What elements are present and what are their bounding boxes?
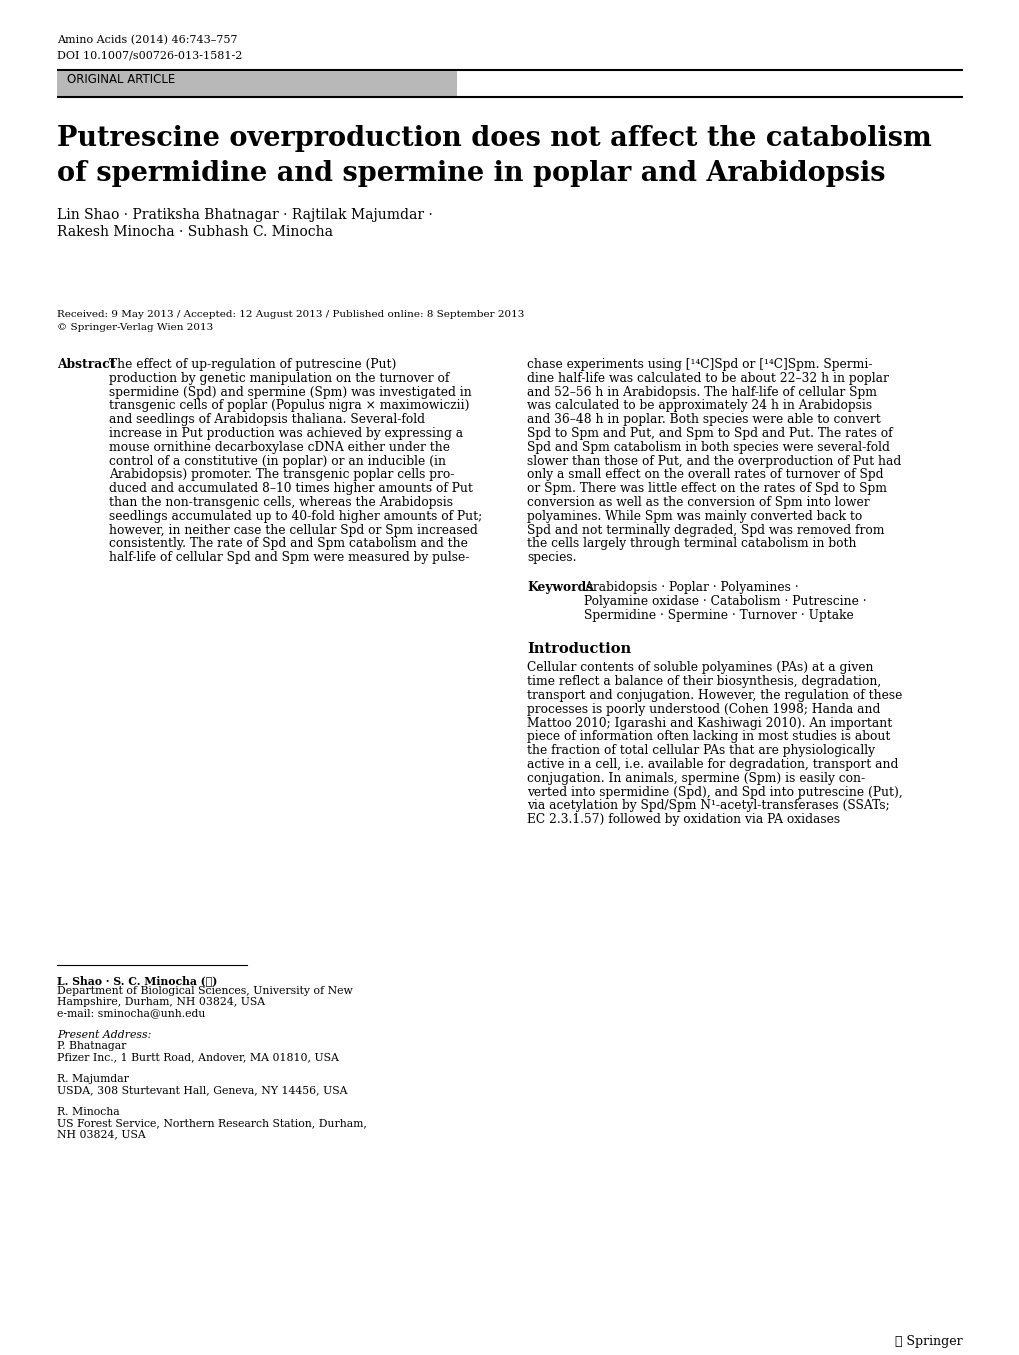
Text: species.: species.: [527, 551, 576, 564]
Text: active in a cell, i.e. available for degradation, transport and: active in a cell, i.e. available for deg…: [527, 757, 898, 771]
Text: polyamines. While Spm was mainly converted back to: polyamines. While Spm was mainly convert…: [527, 509, 861, 523]
Text: Amino Acids (2014) 46:743–757: Amino Acids (2014) 46:743–757: [57, 35, 237, 45]
Text: Lin Shao · Pratiksha Bhatnagar · Rajtilak Majumdar ·: Lin Shao · Pratiksha Bhatnagar · Rajtila…: [57, 209, 432, 222]
Text: verted into spermidine (Spd), and Spd into putrescine (Put),: verted into spermidine (Spd), and Spd in…: [527, 786, 902, 798]
Text: transport and conjugation. However, the regulation of these: transport and conjugation. However, the …: [527, 688, 902, 702]
Text: ⑥ Springer: ⑥ Springer: [895, 1335, 962, 1348]
Text: DOI 10.1007/s00726-013-1581-2: DOI 10.1007/s00726-013-1581-2: [57, 50, 243, 60]
Text: Pfizer Inc., 1 Burtt Road, Andover, MA 01810, USA: Pfizer Inc., 1 Burtt Road, Andover, MA 0…: [57, 1051, 338, 1062]
Text: of spermidine and spermine in poplar and Arabidopsis: of spermidine and spermine in poplar and…: [57, 160, 884, 187]
Text: Cellular contents of soluble polyamines (PAs) at a given: Cellular contents of soluble polyamines …: [527, 661, 872, 675]
Text: the fraction of total cellular PAs that are physiologically: the fraction of total cellular PAs that …: [527, 744, 874, 757]
Text: ORIGINAL ARTICLE: ORIGINAL ARTICLE: [67, 73, 175, 85]
Text: control of a constitutive (in poplar) or an inducible (in: control of a constitutive (in poplar) or…: [109, 454, 445, 467]
Text: piece of information often lacking in most studies is about: piece of information often lacking in mo…: [527, 730, 890, 744]
Text: Introduction: Introduction: [527, 642, 631, 656]
Text: Arabidopsis · Poplar · Polyamines ·: Arabidopsis · Poplar · Polyamines ·: [584, 581, 798, 593]
Text: mouse ornithine decarboxylase cDNA either under the: mouse ornithine decarboxylase cDNA eithe…: [109, 440, 449, 454]
Text: Spermidine · Spermine · Turnover · Uptake: Spermidine · Spermine · Turnover · Uptak…: [584, 608, 853, 622]
Text: increase in Put production was achieved by expressing a: increase in Put production was achieved …: [109, 427, 463, 440]
Text: transgenic cells of poplar (Populus nigra × maximowiczii): transgenic cells of poplar (Populus nigr…: [109, 400, 469, 412]
Text: and seedlings of Arabidopsis thaliana. Several-fold: and seedlings of Arabidopsis thaliana. S…: [109, 413, 425, 427]
Text: P. Bhatnagar: P. Bhatnagar: [57, 1041, 126, 1051]
Text: R. Minocha: R. Minocha: [57, 1107, 119, 1117]
Text: spermidine (Spd) and spermine (Spm) was investigated in: spermidine (Spd) and spermine (Spm) was …: [109, 386, 472, 398]
Text: R. Majumdar: R. Majumdar: [57, 1075, 128, 1084]
Text: slower than those of Put, and the overproduction of Put had: slower than those of Put, and the overpr…: [527, 454, 901, 467]
Text: Present Address:: Present Address:: [57, 1030, 151, 1041]
Text: US Forest Service, Northern Research Station, Durham,: US Forest Service, Northern Research Sta…: [57, 1118, 367, 1127]
Text: seedlings accumulated up to 40-fold higher amounts of Put;: seedlings accumulated up to 40-fold high…: [109, 509, 482, 523]
Text: only a small effect on the overall rates of turnover of Spd: only a small effect on the overall rates…: [527, 469, 882, 481]
Text: Abstract: Abstract: [57, 358, 115, 371]
Text: EC 2.3.1.57) followed by oxidation via PA oxidases: EC 2.3.1.57) followed by oxidation via P…: [527, 813, 840, 827]
Text: L. Shao · S. C. Minocha (✉): L. Shao · S. C. Minocha (✉): [57, 976, 217, 986]
Text: conversion as well as the conversion of Spm into lower: conversion as well as the conversion of …: [527, 496, 869, 509]
Text: was calculated to be approximately 24 h in Arabidopsis: was calculated to be approximately 24 h …: [527, 400, 871, 412]
Text: processes is poorly understood (Cohen 1998; Handa and: processes is poorly understood (Cohen 19…: [527, 703, 879, 715]
Text: Department of Biological Sciences, University of New: Department of Biological Sciences, Unive…: [57, 986, 353, 996]
Text: Rakesh Minocha · Subhash C. Minocha: Rakesh Minocha · Subhash C. Minocha: [57, 225, 332, 238]
Text: chase experiments using [¹⁴C]Spd or [¹⁴C]Spm. Spermi-: chase experiments using [¹⁴C]Spd or [¹⁴C…: [527, 358, 871, 371]
Text: production by genetic manipulation on the turnover of: production by genetic manipulation on th…: [109, 371, 449, 385]
Text: Keywords: Keywords: [527, 581, 592, 593]
Text: NH 03824, USA: NH 03824, USA: [57, 1129, 146, 1140]
Text: and 52–56 h in Arabidopsis. The half-life of cellular Spm: and 52–56 h in Arabidopsis. The half-lif…: [527, 386, 876, 398]
Text: consistently. The rate of Spd and Spm catabolism and the: consistently. The rate of Spd and Spm ca…: [109, 538, 468, 550]
Text: © Springer-Verlag Wien 2013: © Springer-Verlag Wien 2013: [57, 322, 213, 332]
Text: and 36–48 h in poplar. Both species were able to convert: and 36–48 h in poplar. Both species were…: [527, 413, 879, 427]
Text: or Spm. There was little effect on the rates of Spd to Spm: or Spm. There was little effect on the r…: [527, 482, 887, 495]
Text: Polyamine oxidase · Catabolism · Putrescine ·: Polyamine oxidase · Catabolism · Putresc…: [584, 595, 866, 608]
Text: e-mail: sminocha@unh.edu: e-mail: sminocha@unh.edu: [57, 1008, 205, 1018]
Text: Putrescine overproduction does not affect the catabolism: Putrescine overproduction does not affec…: [57, 125, 930, 152]
Text: half-life of cellular Spd and Spm were measured by pulse-: half-life of cellular Spd and Spm were m…: [109, 551, 469, 564]
Text: Mattoo 2010; Igarashi and Kashiwagi 2010). An important: Mattoo 2010; Igarashi and Kashiwagi 2010…: [527, 717, 892, 729]
Text: dine half-life was calculated to be about 22–32 h in poplar: dine half-life was calculated to be abou…: [527, 371, 888, 385]
Text: USDA, 308 Sturtevant Hall, Geneva, NY 14456, USA: USDA, 308 Sturtevant Hall, Geneva, NY 14…: [57, 1085, 347, 1095]
Text: Hampshire, Durham, NH 03824, USA: Hampshire, Durham, NH 03824, USA: [57, 997, 265, 1007]
Text: The effect of up-regulation of putrescine (Put): The effect of up-regulation of putrescin…: [109, 358, 396, 371]
Bar: [57, 70, 457, 98]
Text: Received: 9 May 2013 / Accepted: 12 August 2013 / Published online: 8 September : Received: 9 May 2013 / Accepted: 12 Augu…: [57, 310, 524, 318]
Text: Spd and Spm catabolism in both species were several-fold: Spd and Spm catabolism in both species w…: [527, 440, 889, 454]
Text: however, in neither case the cellular Spd or Spm increased: however, in neither case the cellular Sp…: [109, 523, 477, 537]
Text: via acetylation by Spd/Spm N¹-acetyl-transferases (SSATs;: via acetylation by Spd/Spm N¹-acetyl-tra…: [527, 799, 889, 813]
Text: Arabidopsis) promoter. The transgenic poplar cells pro-: Arabidopsis) promoter. The transgenic po…: [109, 469, 453, 481]
Text: time reflect a balance of their biosynthesis, degradation,: time reflect a balance of their biosynth…: [527, 675, 880, 688]
Text: duced and accumulated 8–10 times higher amounts of Put: duced and accumulated 8–10 times higher …: [109, 482, 473, 495]
Text: than the non-transgenic cells, whereas the Arabidopsis: than the non-transgenic cells, whereas t…: [109, 496, 452, 509]
Text: Spd and not terminally degraded, Spd was removed from: Spd and not terminally degraded, Spd was…: [527, 523, 883, 537]
Text: the cells largely through terminal catabolism in both: the cells largely through terminal catab…: [527, 538, 856, 550]
Text: conjugation. In animals, spermine (Spm) is easily con-: conjugation. In animals, spermine (Spm) …: [527, 772, 864, 785]
Text: Spd to Spm and Put, and Spm to Spd and Put. The rates of: Spd to Spm and Put, and Spm to Spd and P…: [527, 427, 892, 440]
